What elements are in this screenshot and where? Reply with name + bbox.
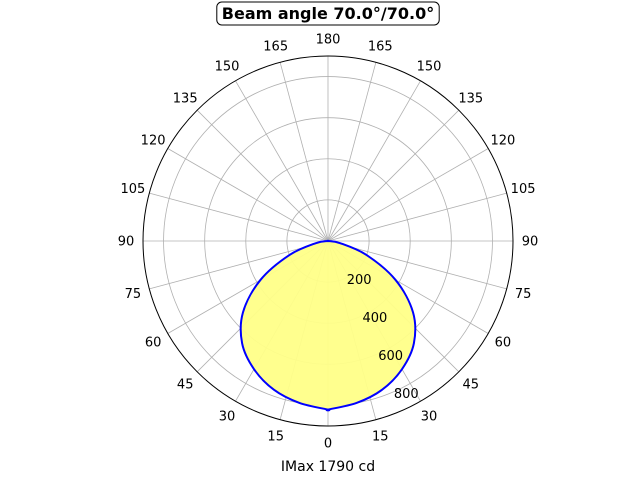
angle-tick-labels: 0 15 30 45 60 75 90 105 120 135 150 165 180 165 150 135…: [118, 33, 539, 452]
angle-tick-label: 30: [421, 409, 438, 424]
angle-tick-label: 90: [522, 235, 539, 250]
angle-tick-label: 180: [316, 33, 341, 48]
grid-spoke: [327, 240, 507, 290]
angle-tick-label: 75: [125, 287, 142, 302]
angle-tick-label: 165: [263, 39, 288, 54]
angle-tick-label: 15: [267, 430, 284, 445]
angle-tick-label: 105: [511, 182, 536, 197]
angle-tick-label: 90: [118, 235, 135, 250]
angle-tick-label: 0: [324, 437, 332, 452]
chart-title-box: Beam angle 70.0°/70.0°: [216, 1, 440, 26]
radial-tick-label: 400: [363, 311, 388, 326]
grid-spoke: [196, 109, 329, 242]
radial-tick-label: 600: [378, 349, 403, 364]
grid-spoke: [327, 80, 421, 242]
angle-tick-label: 45: [463, 377, 480, 392]
polar-frame: [142, 55, 514, 427]
chart-title: Beam angle 70.0°/70.0°: [222, 4, 434, 23]
grid-spoke: [327, 62, 377, 242]
series-line: [239, 239, 417, 412]
radial-tick-label: 200: [347, 273, 372, 288]
grid-spoke: [149, 240, 329, 290]
angle-tick-label: 165: [368, 39, 393, 54]
polar-outline: [142, 55, 514, 427]
grid-spoke: [327, 109, 460, 242]
chart-title-border: [216, 1, 440, 26]
angle-tick-label: 15: [372, 430, 389, 445]
radial-tick-label: 800: [394, 387, 419, 402]
angle-tick-label: 135: [458, 92, 483, 107]
grid-spoke: [149, 192, 329, 242]
angle-tick-label: 120: [141, 134, 166, 149]
x-axis-label: IMax 1790 cd: [281, 459, 375, 475]
angle-tick-label: 60: [495, 336, 512, 351]
grid-spoke: [235, 80, 329, 242]
angle-tick-label: 150: [215, 60, 240, 75]
angle-tick-label: 105: [120, 182, 145, 197]
grid-spoke: [327, 192, 507, 242]
angle-tick-label: 45: [177, 377, 194, 392]
angle-tick-label: 30: [219, 409, 236, 424]
angle-tick-label: 120: [490, 134, 515, 149]
grid-spoke: [279, 62, 329, 242]
angle-tick-label: 135: [173, 92, 198, 107]
series-fill: [240, 240, 416, 411]
grid-spoke: [167, 148, 329, 242]
angle-tick-label: 60: [145, 336, 162, 351]
radial-tick-labels: 200 400 600 800: [347, 273, 419, 402]
angle-tick-label: 75: [515, 287, 532, 302]
series-layer: [239, 239, 417, 412]
grid-spoke: [327, 148, 489, 242]
angle-tick-label: 150: [417, 60, 442, 75]
